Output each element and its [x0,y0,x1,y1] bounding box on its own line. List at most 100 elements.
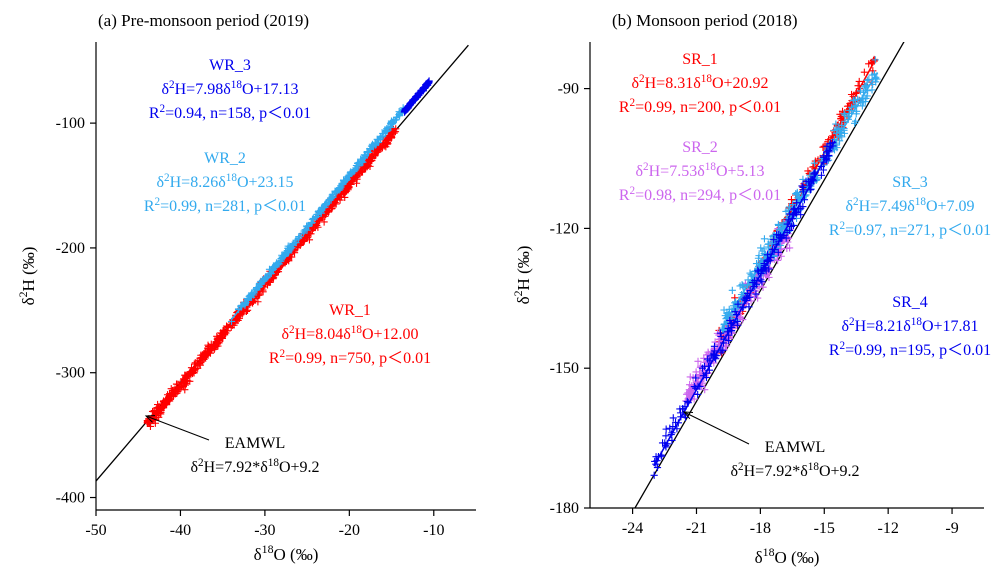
data-point [344,186,352,194]
data-point [662,425,670,433]
data-point [759,283,767,291]
annotation-arrow [145,415,210,441]
data-point [810,159,818,167]
data-point [792,189,800,198]
annotation-wr_3: WR_3 δ2H=7.98δ18O+17.13 R2=0.94, n=158, p＜… [149,57,311,122]
data-point [784,238,792,246]
data-point [668,436,676,445]
data-point [764,240,772,248]
data-point [865,75,873,84]
data-point [666,424,674,432]
annotation-label: SR_2 [682,139,718,156]
data-point [850,119,859,127]
data-point [789,221,797,229]
annotation-label: SR_4 [892,294,928,311]
annotation-arrow [683,411,750,445]
data-point [869,67,877,75]
data-point [755,252,763,260]
x-tick-label: -10 [423,522,444,539]
annotation-label: EAMWL [765,439,825,456]
annotation-label: WR_3 [209,57,251,74]
data-point [798,182,806,190]
panel-title: (a) Pre-monsoon period (2019) [98,11,309,30]
x-tick-label: -18 [750,520,771,537]
data-point [784,227,792,235]
regression-line-sr_3 [721,72,879,328]
data-point [797,211,805,219]
data-point [757,244,765,252]
y-axis-label: δ2H (‰) [16,247,38,306]
data-point [830,126,838,135]
panel-a: (a) Pre-monsoon period (2019) -50 -40 -30 -2… [16,11,476,564]
annotation-stats: R2=0.98, n=294, p＜0.01 [619,185,781,204]
data-point [868,86,876,94]
data-point [715,331,724,339]
annotation-sr_1: SR_1 δ2H=8.31δ18O+20.92 R2=0.99, n=200, p＜… [619,51,781,116]
annotation-sr_3: SR_3 δ2H=7.49δ18O+7.09 R2=0.97, n=271, p＜0… [829,174,991,239]
data-point [716,329,725,337]
data-point [776,241,784,250]
data-point [669,414,677,422]
data-point [856,87,865,95]
x-tick-label: -40 [170,522,191,539]
data-point [871,56,879,64]
x-tick-label: -9 [945,520,958,537]
data-point [792,191,800,199]
y-tick-label: -150 [550,360,579,377]
data-point [352,179,361,187]
data-point [799,202,807,211]
panel-title: (b) Monsoon period (2018) [612,11,798,30]
x-axis-label: δ18O (‰) [254,542,319,564]
annotation-label: SR_3 [892,174,928,191]
data-point [765,273,773,282]
annotation-label: WR_1 [329,302,371,319]
data-point [341,193,349,201]
annotation-stats: R2=0.97, n=271, p＜0.01 [829,220,991,239]
data-point [774,248,782,256]
data-point [734,300,742,308]
data-point [259,288,267,296]
data-point [752,290,760,298]
annotation-arrowhead [144,415,156,423]
data-point [700,362,709,370]
annotation-label: SR_1 [682,51,718,68]
data-point [860,68,868,76]
x-tick-label: -12 [877,520,898,537]
data-point [726,316,734,325]
data-point [694,357,702,365]
data-point [754,266,762,274]
x-tick-label: -21 [686,520,707,537]
data-point [774,256,782,265]
y-tick-label: -180 [550,500,579,517]
annotation-stats: R2=0.99, n=195, p＜0.01 [829,340,991,359]
data-point [717,332,725,341]
y-tick-label: -90 [558,81,579,98]
annotation-sr_4: SR_4 δ2H=8.21δ18O+17.81 R2=0.99, n=195, p＜… [829,294,991,359]
data-point [760,235,769,243]
data-point [835,137,844,145]
data-point [762,267,770,275]
data-point [872,78,880,86]
data-point [157,410,165,418]
y-tick-label: -200 [56,240,85,257]
regression-line-wr_2 [230,108,405,321]
data-point [662,432,670,440]
y-tick-label: -400 [56,490,85,507]
y-tick-label: -100 [56,115,85,132]
data-point [254,298,262,306]
x-axis-label: δ18O (‰) [755,545,820,567]
data-point [692,374,700,382]
data-point [653,463,662,472]
annotation-eamwl: EAMWL δ2H=7.92*δ18O+9.2 [682,411,860,480]
y-axis-label: δ2H (‰) [511,246,533,305]
x-tick-label: -15 [814,520,835,537]
data-point [181,386,189,394]
annotation-label: EAMWL [225,435,285,452]
data-point [694,390,702,399]
data-point [786,226,794,235]
data-point [736,282,744,290]
data-point [711,338,719,346]
x-tick-label: -20 [339,522,360,539]
data-point [858,102,866,110]
data-point [745,303,753,311]
